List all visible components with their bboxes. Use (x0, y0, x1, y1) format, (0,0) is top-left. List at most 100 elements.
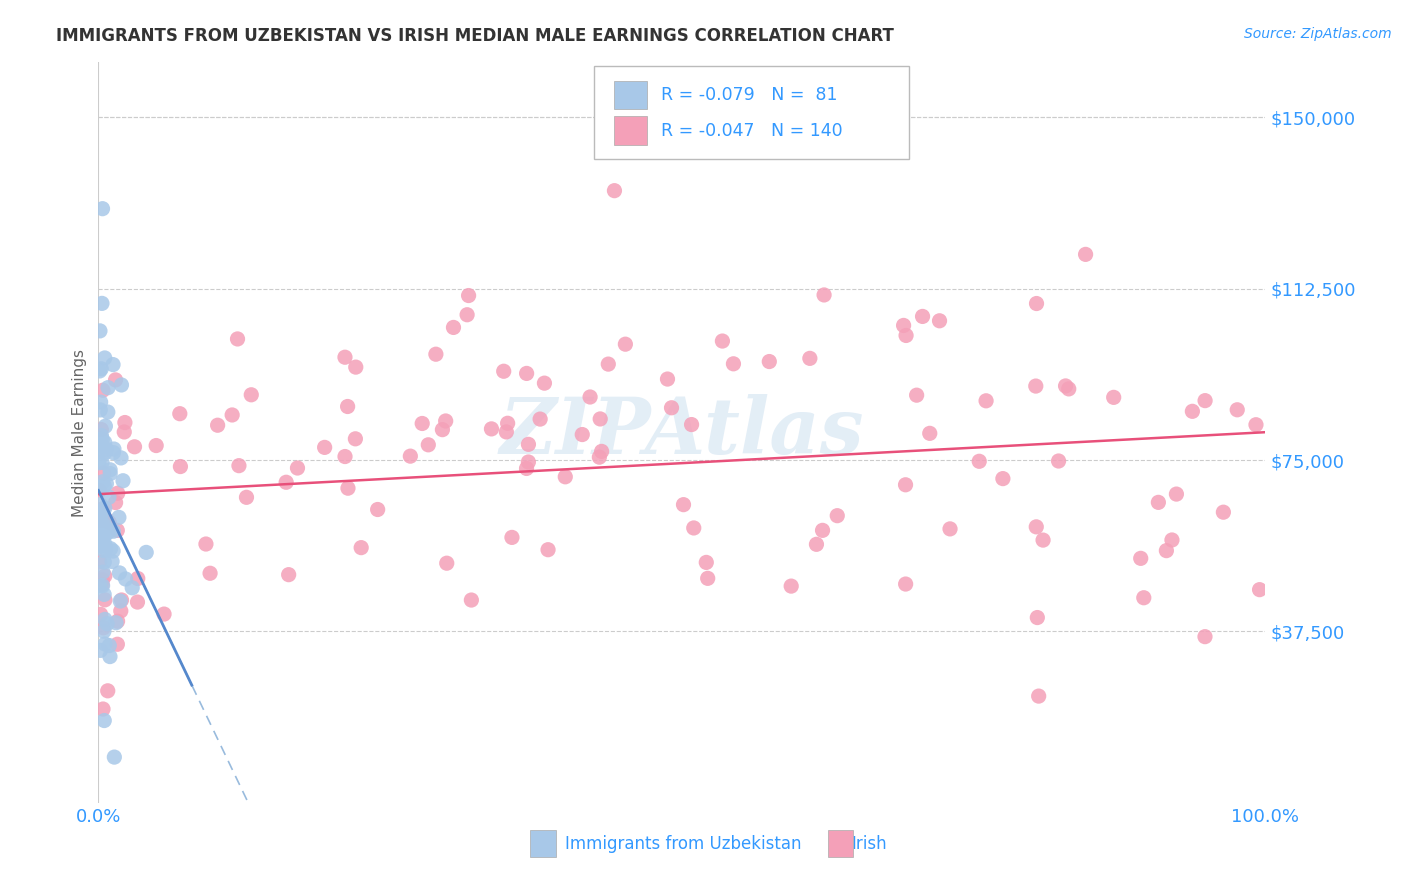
Point (87, 516, 110, 531)
Point (682, 521, 704, 535)
Point (94, 537, 117, 551)
Point (434, 414, 457, 428)
Point (911, 310, 934, 324)
Point (194, 537, 217, 551)
Point (235, 491, 257, 505)
Point (240, 388, 263, 402)
Point (90, 395, 112, 409)
Point (1047, 454, 1070, 468)
Point (672, 498, 695, 512)
Point (169, 407, 191, 421)
Point (89, 364, 111, 378)
Point (124, 440, 146, 454)
Point (105, 615, 128, 630)
Point (90, 423, 112, 437)
Point (104, 373, 127, 387)
Point (657, 372, 679, 386)
Point (495, 425, 517, 439)
Point (90, 607, 112, 622)
Point (91, 533, 114, 547)
Point (105, 637, 128, 651)
Point (1025, 379, 1047, 393)
Point (481, 422, 503, 436)
Point (344, 360, 367, 375)
Point (554, 470, 576, 484)
Point (991, 472, 1014, 486)
Point (93, 435, 115, 450)
Point (443, 320, 465, 334)
Point (114, 416, 136, 430)
Point (94, 569, 117, 583)
Point (89, 432, 111, 446)
Point (93, 714, 115, 728)
Point (939, 522, 962, 536)
Point (98, 463, 121, 477)
Point (432, 423, 454, 437)
Point (811, 524, 834, 538)
Point (94, 592, 117, 607)
Point (91, 702, 114, 716)
Point (91, 579, 114, 593)
Point (93, 513, 115, 527)
Text: IMMIGRANTS FROM UZBEKISTAN VS IRISH MEDIAN MALE EARNINGS CORRELATION CHART: IMMIGRANTS FROM UZBEKISTAN VS IRISH MEDI… (56, 27, 894, 45)
Point (100, 524, 122, 538)
Point (89, 324, 111, 338)
Point (967, 454, 990, 468)
Point (89, 483, 111, 498)
Point (367, 502, 389, 516)
Point (571, 427, 593, 442)
Point (93, 479, 115, 493)
Point (336, 481, 359, 495)
Point (425, 347, 447, 361)
Point (1026, 610, 1049, 624)
Point (825, 508, 848, 523)
Bar (614, 81, 647, 109)
Point (1129, 551, 1152, 566)
Point (96, 442, 118, 457)
Point (1226, 402, 1249, 417)
Point (90, 530, 112, 544)
Point (90, 507, 112, 521)
Point (97, 405, 120, 419)
Point (1133, 591, 1156, 605)
Point (1028, 689, 1050, 703)
Point (515, 461, 537, 475)
Text: R = -0.047   N = 140: R = -0.047 N = 140 (661, 121, 842, 139)
Point (98, 639, 121, 653)
Point (87, 479, 110, 493)
Point (579, 390, 602, 404)
Point (87, 442, 110, 457)
Point (90, 361, 112, 376)
Point (96, 513, 118, 527)
Point (529, 412, 551, 426)
Point (436, 556, 458, 570)
Point (460, 593, 482, 607)
Point (91, 565, 114, 579)
Point (1156, 543, 1178, 558)
Point (93, 587, 115, 601)
Point (1181, 404, 1204, 418)
Point (1057, 382, 1080, 396)
Point (97, 381, 120, 395)
Point (457, 288, 479, 302)
Point (314, 441, 336, 455)
Point (198, 566, 221, 581)
Point (107, 614, 129, 628)
Point (105, 524, 128, 538)
Point (1212, 505, 1234, 519)
Point (90, 437, 112, 451)
Point (517, 455, 540, 469)
Point (350, 541, 373, 555)
Point (90, 536, 112, 550)
Point (87, 506, 110, 520)
Point (98, 516, 121, 530)
Point (89, 643, 111, 657)
Point (411, 417, 433, 431)
Bar (828, 830, 853, 857)
Point (87, 456, 110, 470)
Point (711, 334, 734, 348)
FancyBboxPatch shape (595, 66, 910, 159)
Point (399, 449, 422, 463)
Text: Source: ZipAtlas.com: Source: ZipAtlas.com (1244, 27, 1392, 41)
Point (91, 433, 114, 447)
